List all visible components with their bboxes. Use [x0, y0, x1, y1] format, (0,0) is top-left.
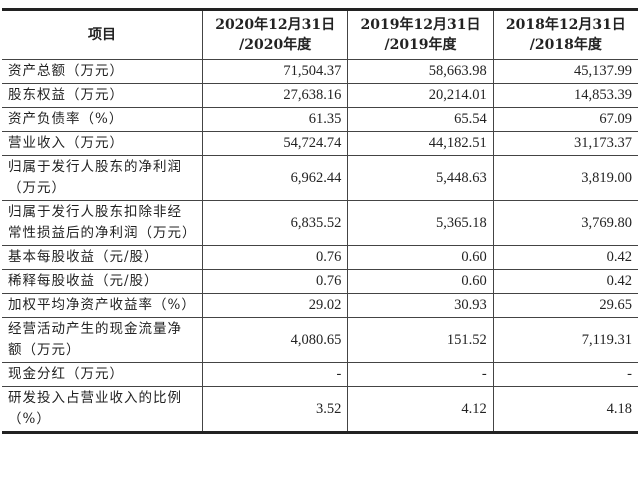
- row-label: 现金分红（万元）: [2, 362, 203, 387]
- cell-value: 0.42: [492, 269, 638, 294]
- cell-value: 6,835.52: [201, 200, 349, 246]
- row-label: 研发投入占营业收入的比例（%）: [2, 386, 203, 433]
- table-row: 资产总额（万元） 71,504.37 58,663.98 45,137.99: [2, 59, 638, 84]
- row-label: 稀释每股收益（元/股）: [2, 269, 203, 294]
- cell-value: 4.18: [492, 386, 638, 433]
- table-row: 归属于发行人股东扣除非经常性损益后的净利润（万元） 6,835.52 5,365.1…: [2, 200, 638, 246]
- cell-value: 29.65: [492, 293, 638, 318]
- cell-value: 45,137.99: [492, 59, 638, 84]
- cell-value: 151.52: [347, 317, 494, 363]
- row-label: 经营活动产生的现金流量净额（万元）: [2, 317, 203, 363]
- row-label: 归属于发行人股东扣除非经常性损益后的净利润（万元）: [2, 200, 203, 246]
- header-2019: 2019年12月31日/2019年度: [347, 9, 494, 60]
- cell-value: -: [492, 362, 638, 387]
- cell-value: 3,819.00: [492, 155, 638, 201]
- cell-value: 0.76: [201, 245, 349, 270]
- cell-value: -: [347, 362, 494, 387]
- cell-value: 29.02: [201, 293, 349, 318]
- row-label: 股东权益（万元）: [2, 83, 203, 108]
- financial-summary-table: 项目 2020年12月31日/2020年度 2019年12月31日/2019年度…: [2, 8, 638, 434]
- table-row: 股东权益（万元） 27,638.16 20,214.01 14,853.39: [2, 83, 638, 108]
- cell-value: 30.93: [347, 293, 494, 318]
- cell-value: 7,119.31: [492, 317, 638, 363]
- cell-value: 4.12: [347, 386, 494, 433]
- cell-value: 54,724.74: [201, 131, 349, 156]
- cell-value: 67.09: [492, 107, 638, 132]
- row-label: 资产负债率（%）: [2, 107, 203, 132]
- table-row: 研发投入占营业收入的比例（%） 3.52 4.12 4.18: [2, 386, 638, 433]
- row-label: 归属于发行人股东的净利润（万元）: [2, 155, 203, 201]
- cell-value: 3.52: [201, 386, 349, 433]
- table-row: 经营活动产生的现金流量净额（万元） 4,080.65 151.52 7,119.31: [2, 317, 638, 363]
- cell-value: 4,080.65: [201, 317, 349, 363]
- row-label: 资产总额（万元）: [2, 59, 203, 84]
- cell-value: 61.35: [201, 107, 349, 132]
- header-2020: 2020年12月31日/2020年度: [201, 9, 349, 60]
- row-label: 基本每股收益（元/股）: [2, 245, 203, 270]
- table-row: 现金分红（万元） - - -: [2, 362, 638, 387]
- table-row: 基本每股收益（元/股） 0.76 0.60 0.42: [2, 245, 638, 270]
- cell-value: 31,173.37: [492, 131, 638, 156]
- table-row: 归属于发行人股东的净利润（万元） 6,962.44 5,448.63 3,819.00: [2, 155, 638, 201]
- cell-value: 6,962.44: [201, 155, 349, 201]
- cell-value: 20,214.01: [347, 83, 494, 108]
- cell-value: 0.76: [201, 269, 349, 294]
- table-row: 加权平均净资产收益率（%） 29.02 30.93 29.65: [2, 293, 638, 318]
- row-label: 加权平均净资产收益率（%）: [2, 293, 203, 318]
- cell-value: 65.54: [347, 107, 494, 132]
- cell-value: 14,853.39: [492, 83, 638, 108]
- cell-value: -: [201, 362, 349, 387]
- cell-value: 5,448.63: [347, 155, 494, 201]
- table-header-row: 项目 2020年12月31日/2020年度 2019年12月31日/2019年度…: [2, 9, 638, 60]
- row-label: 营业收入（万元）: [2, 131, 203, 156]
- table-row: 资产负债率（%） 61.35 65.54 67.09: [2, 107, 638, 132]
- cell-value: 27,638.16: [201, 83, 349, 108]
- cell-value: 3,769.80: [492, 200, 638, 246]
- cell-value: 5,365.18: [347, 200, 494, 246]
- table-row: 稀释每股收益（元/股） 0.76 0.60 0.42: [2, 269, 638, 294]
- cell-value: 44,182.51: [347, 131, 494, 156]
- cell-value: 0.60: [347, 269, 494, 294]
- header-item: 项目: [2, 9, 203, 60]
- cell-value: 0.42: [492, 245, 638, 270]
- table-row: 营业收入（万元） 54,724.74 44,182.51 31,173.37: [2, 131, 638, 156]
- cell-value: 58,663.98: [347, 59, 494, 84]
- cell-value: 0.60: [347, 245, 494, 270]
- cell-value: 71,504.37: [201, 59, 349, 84]
- header-2018: 2018年12月31日/2018年度: [492, 9, 638, 60]
